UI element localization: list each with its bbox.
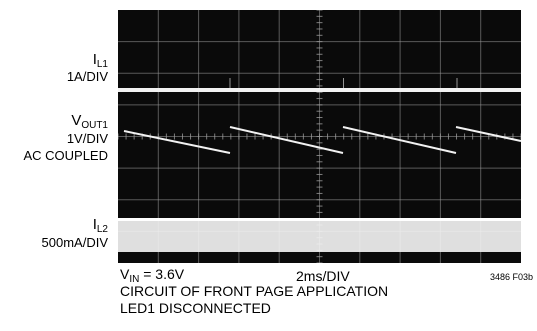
channel-3-scale: 500mA/DIV: [41, 235, 108, 250]
channel-2-label: VOUT1: [71, 113, 108, 133]
channel-3-label: IL2: [93, 217, 108, 237]
vin-value: = 3.6V: [139, 266, 185, 282]
vin-subscript: IN: [129, 274, 140, 285]
trace-il1: [118, 88, 521, 92]
channel-1-subscript: L1: [96, 59, 108, 70]
vin-condition: VIN = 3.6V: [120, 266, 184, 288]
channel-1-label: IL1: [93, 52, 108, 72]
channel-1-symbol: I: [92, 51, 97, 68]
channel-1-scale: 1A/DIV: [66, 69, 108, 84]
trace-il2-edge: [118, 218, 521, 221]
timebase-label: 2ms/DIV: [296, 268, 350, 284]
channel-2-subscript: OUT1: [81, 120, 108, 131]
condition-line-2: LED1 DISCONNECTED: [120, 300, 271, 316]
channel-2-coupling: AC COUPLED: [23, 148, 108, 163]
channel-2-scale: 1V/DIV: [66, 131, 108, 146]
vin-symbol: V: [120, 266, 130, 282]
figure-code: 3486 F03b: [490, 272, 534, 282]
channel-2-symbol: V: [71, 112, 82, 129]
scope-graticule: [117, 9, 522, 264]
channel-3-symbol: I: [92, 216, 97, 233]
oscilloscope-screen: [117, 9, 522, 264]
trace-vout1: [123, 126, 522, 154]
trace-il2: [118, 218, 521, 252]
condition-line-1: CIRCUIT OF FRONT PAGE APPLICATION: [120, 283, 389, 299]
channel-3-subscript: L2: [96, 224, 108, 235]
